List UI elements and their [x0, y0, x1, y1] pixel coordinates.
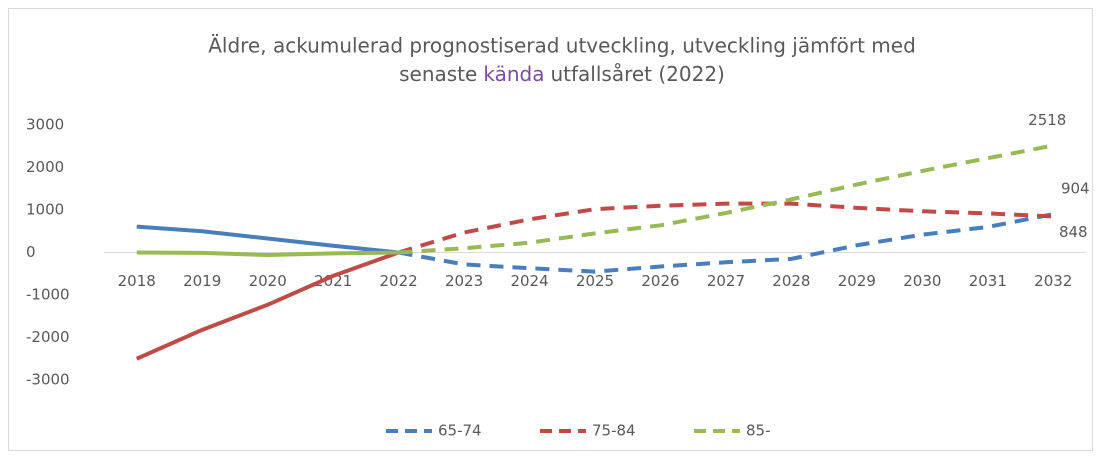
y-tick-label: -3000 [26, 371, 70, 389]
series-line [398, 143, 1054, 255]
y-tick-label: -1000 [26, 286, 70, 304]
x-tick-label: 2019 [183, 272, 221, 290]
x-tick-label: 2020 [249, 272, 287, 290]
series-line [135, 250, 400, 361]
x-tick-label: 2027 [707, 272, 745, 290]
chart-title: senaste kända utfallsåret (2022) [399, 62, 725, 86]
legend-label: 85- [746, 422, 771, 440]
x-tick-label: 2021 [314, 272, 352, 290]
x-tick-label: 2023 [445, 272, 483, 290]
series-line [398, 201, 1054, 255]
series-line [136, 250, 399, 258]
x-tick-label: 2030 [903, 272, 941, 290]
x-tick-label: 2022 [380, 272, 418, 290]
x-tick-label: 2032 [1034, 272, 1072, 290]
y-tick-label: 1000 [26, 201, 64, 219]
legend-label: 75-84 [592, 422, 636, 440]
x-tick-label: 2026 [641, 272, 679, 290]
y-tick-label: 0 [26, 243, 36, 261]
series-line [398, 212, 1054, 274]
data-label: 904 [1061, 180, 1090, 198]
data-label: 2518 [1028, 111, 1066, 129]
x-tick-label: 2028 [772, 272, 810, 290]
x-tick-label: 2029 [838, 272, 876, 290]
x-tick-label: 2031 [969, 272, 1007, 290]
title-part: senaste [399, 62, 477, 86]
data-label: 848 [1059, 223, 1088, 241]
x-tick-label: 2018 [118, 272, 156, 290]
y-tick-label: 3000 [26, 116, 64, 134]
legend-label: 65-74 [438, 422, 482, 440]
y-tick-label: -2000 [26, 328, 70, 346]
title-part: kända [483, 62, 544, 86]
y-tick-label: 2000 [26, 158, 64, 176]
x-tick-label: 2024 [510, 272, 548, 290]
title-part: utfallsåret (2022) [550, 62, 724, 86]
x-tick-label: 2025 [576, 272, 614, 290]
chart-title: Äldre, ackumulerad prognostiserad utveck… [208, 34, 916, 58]
series-line [136, 224, 399, 255]
